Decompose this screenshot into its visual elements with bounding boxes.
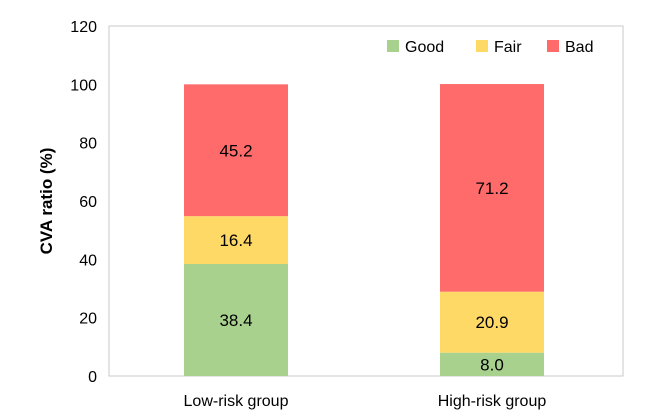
bar-bad-low-risk: [184, 84, 288, 217]
legend-swatch-bad: [547, 40, 559, 52]
y-tick-label: 100: [70, 77, 97, 94]
legend-label-bad: Bad: [565, 39, 593, 56]
y-tick-label: 120: [70, 19, 97, 36]
x-axis-categories: Low-risk group High-risk group: [184, 393, 547, 410]
y-tick-label: 20: [79, 311, 97, 328]
data-label: 38.4: [219, 311, 252, 330]
bar-fair-low-risk: [184, 216, 288, 264]
y-axis-ticks: 0 20 40 60 80 100 120: [70, 19, 97, 386]
data-label: 71.2: [475, 179, 508, 198]
legend-label-good: Good: [405, 39, 444, 56]
bar-fair-high-risk: [440, 291, 544, 353]
data-label: 8.0: [480, 355, 504, 374]
bar-bad-high-risk: [440, 84, 544, 292]
bar-good-low-risk: [184, 264, 288, 376]
data-label: 45.2: [219, 141, 252, 160]
y-tick-label: 60: [79, 194, 97, 211]
y-tick-label: 80: [79, 136, 97, 153]
data-label: 16.4: [219, 231, 252, 250]
x-category-label: Low-risk group: [184, 393, 289, 410]
bar-good-high-risk: [440, 352, 544, 376]
y-axis-label: CVA ratio (%): [37, 148, 56, 255]
data-label: 20.9: [475, 313, 508, 332]
data-labels: 38.4 16.4 45.2 8.0 20.9 71.2: [219, 141, 508, 374]
bars: [184, 84, 544, 376]
y-tick-label: 40: [79, 252, 97, 269]
legend-swatch-fair: [476, 40, 488, 52]
legend: Good Fair Bad: [387, 39, 593, 56]
y-tick-label: 0: [88, 369, 97, 386]
legend-swatch-good: [387, 40, 399, 52]
legend-label-fair: Fair: [494, 39, 522, 56]
x-category-label: High-risk group: [438, 393, 547, 410]
